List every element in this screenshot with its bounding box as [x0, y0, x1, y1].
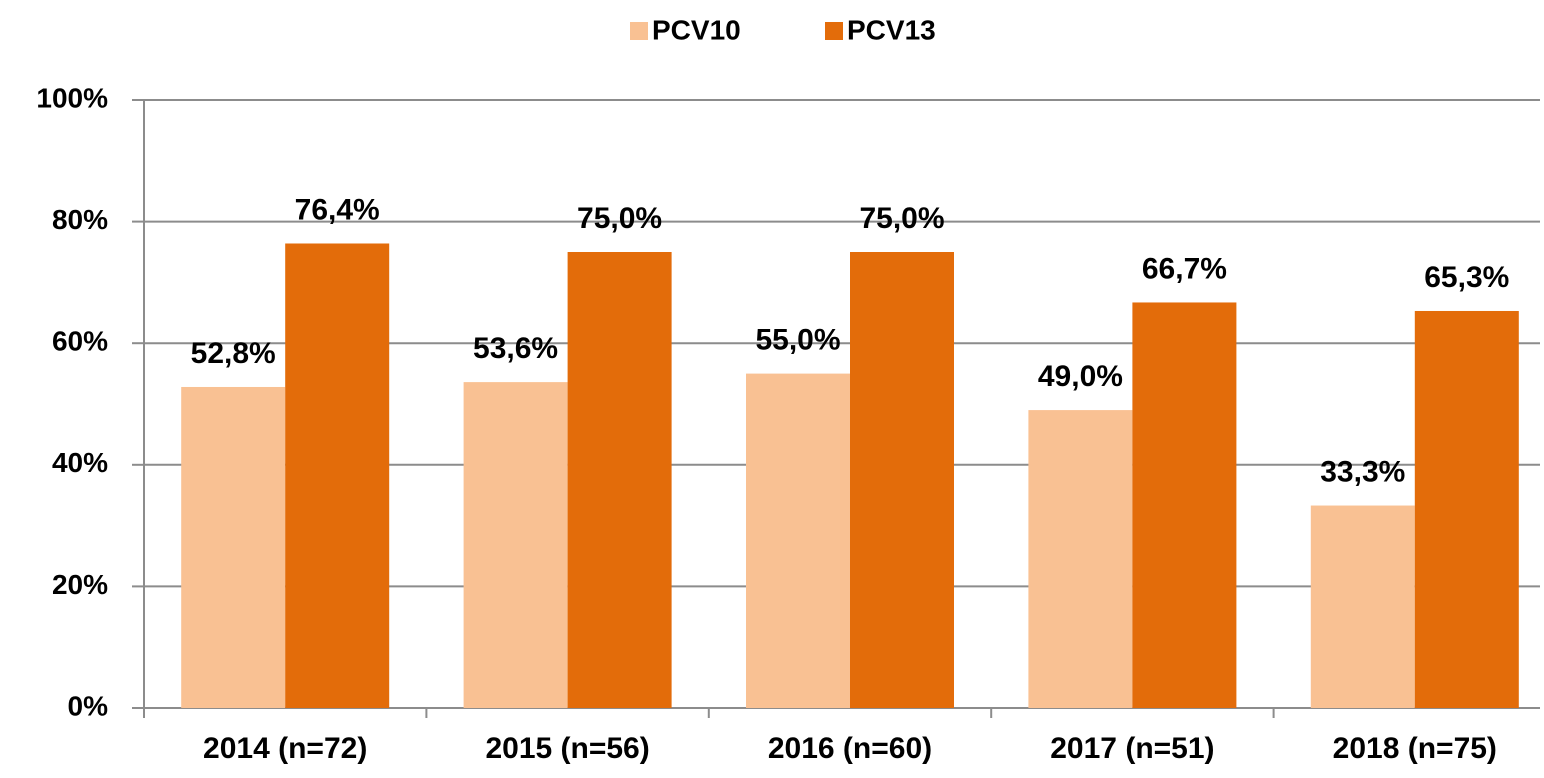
y-tick-label: 60%: [52, 326, 108, 357]
data-label: 65,3%: [1424, 261, 1509, 294]
bar: [1310, 505, 1415, 708]
y-tick-label: 80%: [52, 204, 108, 235]
y-tick-label: 40%: [52, 447, 108, 478]
data-label: 75,0%: [577, 202, 662, 235]
legend-swatch: [630, 22, 648, 40]
y-tick-label: 100%: [36, 82, 108, 113]
data-label: 75,0%: [859, 202, 944, 235]
legend-label: PCV10: [652, 14, 741, 45]
data-label: 49,0%: [1038, 360, 1123, 393]
y-tick-label: 20%: [52, 569, 108, 600]
bar: [1414, 310, 1519, 708]
bar: [1028, 410, 1133, 708]
x-tick-label: 2018 (n=75): [1333, 732, 1497, 765]
data-label: 52,8%: [191, 337, 276, 370]
bar: [567, 252, 672, 708]
bar: [746, 373, 850, 708]
legend-swatch: [825, 22, 843, 40]
bar: [850, 252, 954, 708]
x-tick-label: 2016 (n=60): [768, 732, 932, 765]
data-label: 76,4%: [295, 193, 380, 226]
legend-label: PCV13: [847, 14, 936, 45]
bar: [1132, 302, 1237, 708]
x-tick-label: 2017 (n=51): [1050, 732, 1214, 765]
data-label: 55,0%: [755, 324, 840, 357]
data-label: 33,3%: [1320, 455, 1405, 488]
data-label: 66,7%: [1142, 252, 1227, 285]
x-tick-label: 2014 (n=72): [203, 732, 367, 765]
y-tick-label: 0%: [68, 690, 109, 721]
bar: [463, 382, 568, 708]
data-label: 53,6%: [473, 332, 558, 365]
x-tick-label: 2015 (n=56): [485, 732, 649, 765]
bar: [181, 386, 286, 708]
bar: [285, 243, 390, 708]
